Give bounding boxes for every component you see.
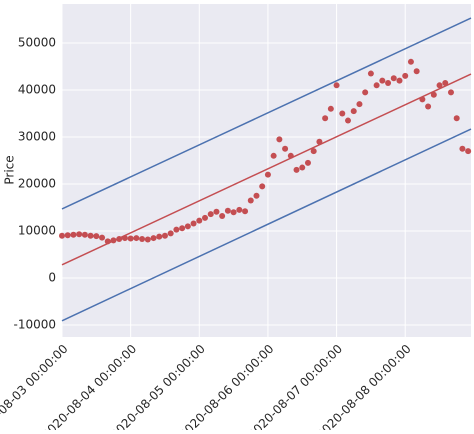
point: [81, 231, 88, 238]
point: [322, 115, 329, 122]
point: [167, 230, 174, 237]
point: [116, 236, 123, 243]
point: [264, 171, 271, 178]
point: [350, 108, 357, 115]
y-tick-label: 50000: [18, 36, 56, 50]
point: [219, 212, 226, 219]
point: [156, 233, 163, 240]
point: [293, 166, 300, 173]
point: [442, 79, 449, 86]
point: [436, 82, 443, 89]
point: [133, 235, 140, 242]
y-tick-label: -10000: [13, 318, 56, 332]
point: [407, 58, 414, 65]
point: [419, 96, 426, 103]
point: [190, 220, 197, 227]
point: [282, 145, 289, 152]
point: [93, 233, 100, 240]
point: [87, 232, 94, 239]
point: [259, 183, 266, 190]
point: [287, 152, 294, 159]
point: [345, 117, 352, 124]
y-tick-label: 20000: [18, 177, 56, 191]
point: [270, 152, 277, 159]
point: [299, 164, 306, 171]
point: [304, 159, 311, 166]
point: [373, 82, 380, 89]
point: [202, 214, 209, 221]
fit-line: [61, 17, 472, 210]
point: [316, 138, 323, 145]
point: [121, 235, 128, 242]
point: [213, 208, 220, 215]
point: [64, 232, 71, 239]
point: [76, 231, 83, 238]
y-tick-label: 40000: [18, 83, 56, 97]
point: [236, 206, 243, 213]
point: [127, 235, 134, 242]
point: [104, 238, 111, 245]
plot-area: [62, 4, 471, 337]
point: [184, 223, 191, 230]
point: [333, 82, 340, 89]
point: [196, 217, 203, 224]
y-tick-label: 10000: [18, 224, 56, 238]
point: [242, 208, 249, 215]
point: [310, 148, 317, 155]
point: [396, 77, 403, 84]
point: [173, 226, 180, 233]
point: [224, 207, 231, 214]
point: [276, 136, 283, 143]
point: [356, 101, 363, 108]
point: [402, 72, 409, 79]
point: [367, 70, 374, 77]
point: [59, 232, 65, 239]
fit-line: [61, 128, 472, 322]
y-tick-label: 30000: [18, 130, 56, 144]
point: [179, 225, 186, 232]
point: [447, 89, 454, 96]
point: [110, 237, 117, 244]
point: [453, 115, 460, 122]
point: [379, 77, 386, 84]
point: [362, 89, 369, 96]
point: [253, 192, 260, 199]
point: [413, 68, 420, 75]
point: [150, 235, 157, 242]
point: [390, 75, 397, 82]
point: [247, 197, 254, 204]
point: [230, 209, 237, 216]
y-tick-label: 0: [48, 271, 56, 285]
point: [430, 91, 437, 98]
point: [465, 148, 472, 155]
point: [139, 236, 146, 243]
point: [144, 236, 151, 243]
y-axis-label: Price: [3, 155, 17, 184]
point: [425, 103, 432, 110]
point: [161, 232, 168, 239]
point: [459, 145, 466, 152]
point: [70, 231, 77, 238]
point: [207, 211, 214, 218]
fit-line: [61, 73, 472, 266]
point: [99, 234, 106, 241]
point: [385, 79, 392, 86]
point: [327, 105, 334, 112]
point: [339, 110, 346, 117]
